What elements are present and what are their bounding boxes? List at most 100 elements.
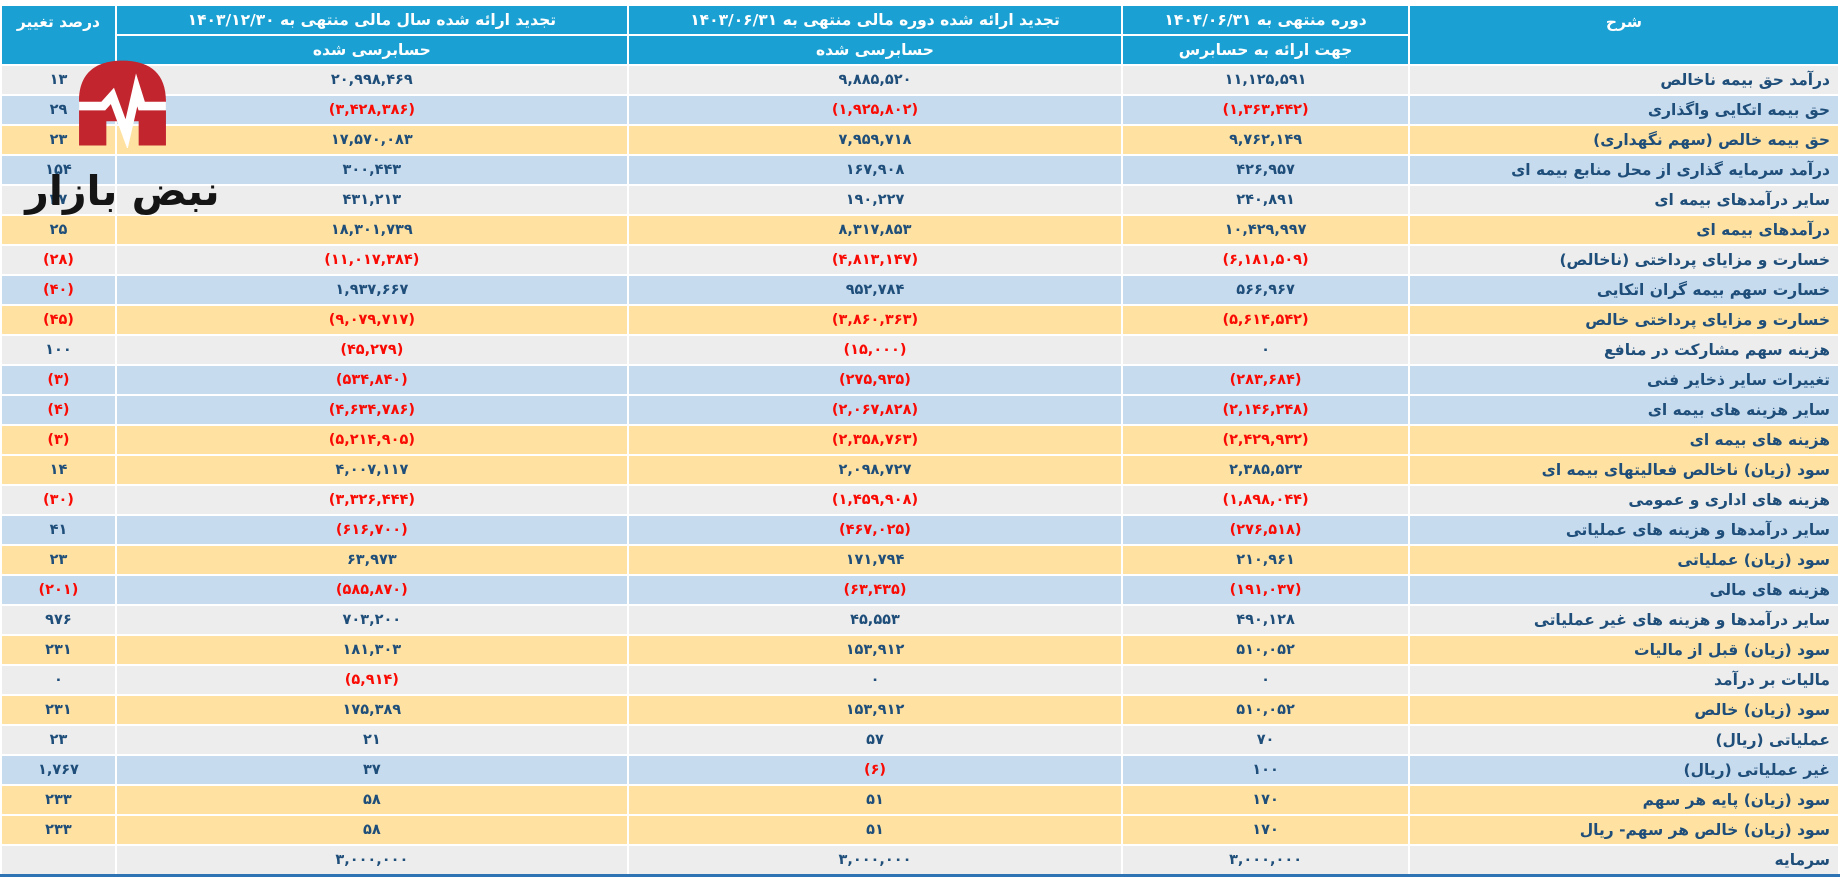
table-row: سایر درآمدها و هزینه های عملیاتی (۲۷۶,۵۱۸… [0,514,1840,546]
cell-description: درآمدهای بیمه ای [1407,214,1840,246]
cell-restated-fiscal-year: ۳۰۰,۴۴۳ [114,154,629,186]
table-body: درآمد حق بیمه ناخالص ۱۱,۱۲۵,۵۹۱ ۹,۸۸۵,۵۲۰ ۲… [0,64,1840,877]
cell-current-period: (۵,۶۱۴,۵۴۲) [1121,304,1410,336]
cell-current-period: ۹,۷۶۲,۱۴۹ [1121,124,1410,156]
cell-restated-fiscal-year: (۳,۳۲۶,۴۴۴) [114,484,629,516]
table-row: مالیات بر درآمد ۰ ۰ (۵,۹۱۴) ۰ [0,664,1840,696]
cell-current-period: ۷۰ [1121,724,1410,756]
cell-description: هزینه سهم مشارکت در منافع [1407,334,1840,366]
table-row: هزینه های اداری و عمومی (۱,۸۹۸,۰۴۴) (۱,۴۵۹… [0,484,1840,516]
cell-percent-change: ۲۳ [0,124,117,156]
cell-current-period: ۱۰,۴۲۹,۹۹۷ [1121,214,1410,246]
cell-restated-half-year: ۱۵۳,۹۱۲ [626,694,1124,726]
cell-percent-change: (۲۰۱) [0,574,117,606]
table-row: هزینه های مالی (۱۹۱,۰۳۷) (۶۳,۴۳۵) (۵۸۵,۸۷۰)… [0,574,1840,606]
cell-current-period: ۲۴۰,۸۹۱ [1121,184,1410,216]
table-row: خسارت و مزایای پرداختی (ناخالص) (۶,۱۸۱,۵۰… [0,244,1840,276]
cell-description: درآمد سرمایه گذاری از محل منابع بیمه ای [1407,154,1840,186]
cell-description: مالیات بر درآمد [1407,664,1840,696]
cell-restated-half-year: (۶) [626,754,1124,786]
cell-restated-fiscal-year: (۵۳۴,۸۴۰) [114,364,629,396]
cell-percent-change: (۳) [0,424,117,456]
cell-restated-half-year: ۵۱ [626,784,1124,816]
column-header-current-period: دوره منتهی به ۱۴۰۴/۰۶/۳۱ [1121,4,1410,36]
cell-current-period: ۱۰۰ [1121,754,1410,786]
table-row: تغییرات سایر ذخایر فنی (۲۸۳,۶۸۴) (۲۷۵,۹۳۵)… [0,364,1840,396]
cell-description: عملیاتی (ریال) [1407,724,1840,756]
table-row: سایر درآمدها و هزینه های غیر عملیاتی ۴۹۰,… [0,604,1840,636]
table-row: سود (زیان) ناخالص فعالیتهای بیمه ای ۲,۳۸۵… [0,454,1840,486]
cell-restated-fiscal-year: ۷۰۳,۲۰۰ [114,604,629,636]
cell-percent-change: ۱۵۴ [0,154,117,186]
cell-current-period: ۳,۰۰۰,۰۰۰ [1121,844,1410,877]
cell-description: غیر عملیاتی (ریال) [1407,754,1840,786]
cell-percent-change: ۲۳۳ [0,814,117,846]
cell-percent-change: ۲۵ [0,214,117,246]
cell-description: تغییرات سایر ذخایر فنی [1407,364,1840,396]
table-row: سود (زیان) خالص ۵۱۰,۰۵۲ ۱۵۳,۹۱۲ ۱۷۵,۳۸۹ ۲۳۱ [0,694,1840,726]
table-row: سود (زیان) خالص هر سهم- ریال ۱۷۰ ۵۱ ۵۸ ۲۳۳ [0,814,1840,846]
cell-current-period: ۴۹۰,۱۲۸ [1121,604,1410,636]
cell-restated-half-year: ۱۵۳,۹۱۲ [626,634,1124,666]
cell-current-period: (۲۸۳,۶۸۴) [1121,364,1410,396]
cell-description: خسارت و مزایای پرداختی (ناخالص) [1407,244,1840,276]
cell-restated-half-year: ۷,۹۵۹,۷۱۸ [626,124,1124,156]
table-row: سایر درآمدهای بیمه ای ۲۴۰,۸۹۱ ۱۹۰,۲۲۷ ۴۳۱,۲… [0,184,1840,216]
cell-percent-change: ۲۷ [0,184,117,216]
cell-restated-half-year: (۴,۸۱۳,۱۴۷) [626,244,1124,276]
cell-restated-fiscal-year: ۱۷۵,۳۸۹ [114,694,629,726]
table-row: خسارت و مزایای پرداختی خالص (۵,۶۱۴,۵۴۲) (۳… [0,304,1840,336]
cell-percent-change [0,844,117,877]
cell-percent-change: ۲۳۳ [0,784,117,816]
income-statement-table: شرح دوره منتهی به ۱۴۰۴/۰۶/۳۱ تجدید ارائه… [0,4,1840,877]
cell-restated-fiscal-year: ۱۸,۳۰۱,۷۳۹ [114,214,629,246]
cell-restated-half-year: (۴۶۷,۰۲۵) [626,514,1124,546]
cell-restated-fiscal-year: ۵۸ [114,784,629,816]
cell-restated-fiscal-year: (۳,۴۲۸,۳۸۶) [114,94,629,126]
cell-restated-fiscal-year: (۴,۶۳۴,۷۸۶) [114,394,629,426]
cell-current-period: ۱۷۰ [1121,784,1410,816]
table-header: شرح دوره منتهی به ۱۴۰۴/۰۶/۳۱ تجدید ارائه… [0,4,1840,66]
cell-description: سرمایه [1407,844,1840,877]
cell-restated-half-year: ۹,۸۸۵,۵۲۰ [626,64,1124,96]
table-row: درآمدهای بیمه ای ۱۰,۴۲۹,۹۹۷ ۸,۳۱۷,۸۵۳ ۱۸,۳۰… [0,214,1840,246]
cell-restated-half-year: ۳,۰۰۰,۰۰۰ [626,844,1124,877]
table-row: حق بیمه خالص (سهم نگهداری) ۹,۷۶۲,۱۴۹ ۷,۹۵۹… [0,124,1840,156]
cell-restated-fiscal-year: ۱۸۱,۳۰۳ [114,634,629,666]
cell-description: سود (زیان) پایه هر سهم [1407,784,1840,816]
cell-description: سود (زیان) خالص هر سهم- ریال [1407,814,1840,846]
cell-current-period: (۲,۴۲۹,۹۳۲) [1121,424,1410,456]
cell-restated-half-year: (۲,۳۵۸,۷۶۳) [626,424,1124,456]
cell-percent-change: (۳۰) [0,484,117,516]
cell-description: خسارت سهم بیمه گران اتکایی [1407,274,1840,306]
cell-percent-change: ۴۱ [0,514,117,546]
cell-percent-change: ۰ [0,664,117,696]
cell-description: سود (زیان) عملیاتی [1407,544,1840,576]
cell-restated-fiscal-year: (۵,۲۱۴,۹۰۵) [114,424,629,456]
cell-restated-half-year: ۸,۳۱۷,۸۵۳ [626,214,1124,246]
cell-percent-change: ۱۳ [0,64,117,96]
cell-restated-fiscal-year: ۱,۹۳۷,۶۶۷ [114,274,629,306]
cell-current-period: ۱۱,۱۲۵,۵۹۱ [1121,64,1410,96]
cell-percent-change: ۲۳۱ [0,694,117,726]
subheader-restated-half-year: حسابرسی شده [626,34,1124,66]
cell-percent-change: ۲۳ [0,724,117,756]
column-header-percent-change: درصد تغییر [0,4,117,66]
cell-current-period: ۱۷۰ [1121,814,1410,846]
cell-percent-change: (۴۵) [0,304,117,336]
header-row-subtitles: جهت ارائه به حسابرس حسابرسی شده حسابرسی … [1,34,1839,66]
subheader-current-period: جهت ارائه به حسابرس [1121,34,1410,66]
cell-current-period: ۰ [1121,664,1410,696]
cell-restated-half-year: ۴۵,۵۵۳ [626,604,1124,636]
cell-restated-fiscal-year: ۲۱ [114,724,629,756]
cell-percent-change: ۲۳ [0,544,117,576]
cell-current-period: ۲,۳۸۵,۵۲۳ [1121,454,1410,486]
column-header-restated-fiscal-year: تجدید ارائه شده سال مالی منتهی به ۱۴۰۳/۱… [114,4,629,36]
cell-percent-change: ۱۰۰ [0,334,117,366]
table-row: هزینه های بیمه ای (۲,۴۲۹,۹۳۲) (۲,۳۵۸,۷۶۳)(… [0,424,1840,456]
cell-restated-half-year: ۲,۰۹۸,۷۲۷ [626,454,1124,486]
cell-description: سایر درآمدها و هزینه های عملیاتی [1407,514,1840,546]
cell-restated-fiscal-year: ۳۷ [114,754,629,786]
cell-restated-fiscal-year: ۲۰,۹۹۸,۴۶۹ [114,64,629,96]
cell-restated-fiscal-year: (۴۵,۲۷۹) [114,334,629,366]
